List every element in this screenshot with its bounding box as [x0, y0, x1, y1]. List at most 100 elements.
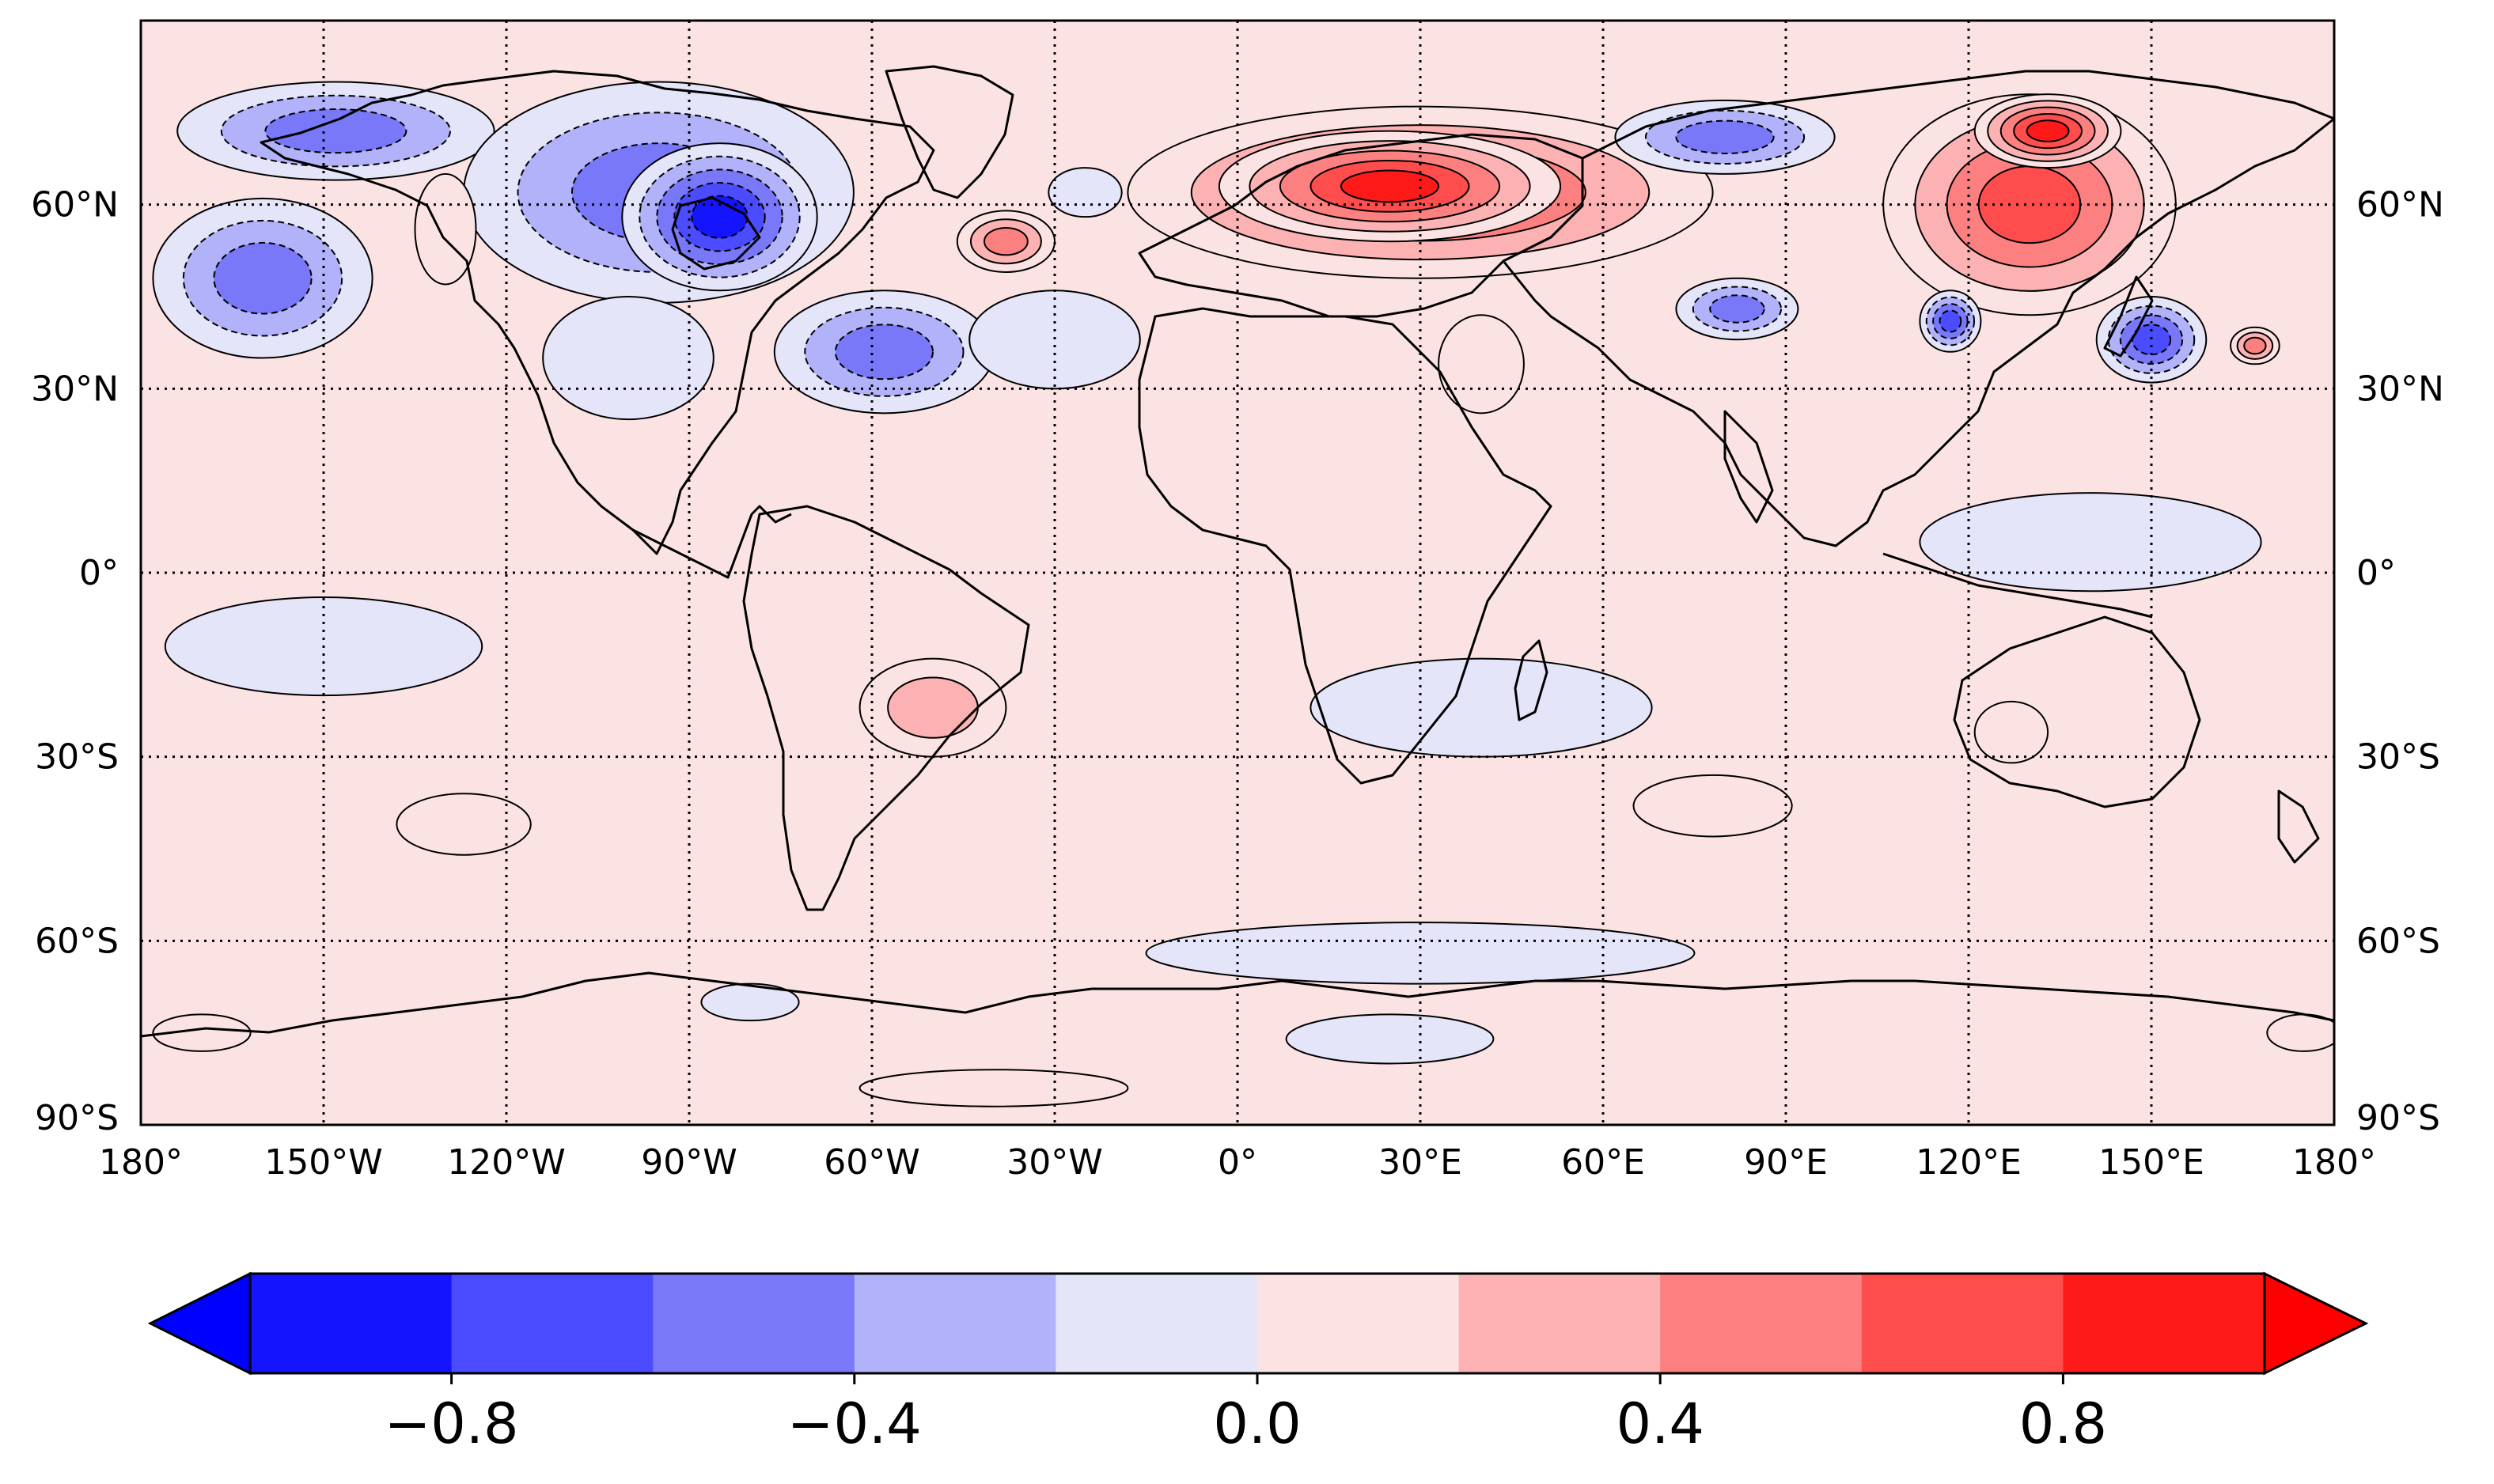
- colorbar-swatch: [250, 1274, 453, 1373]
- anomaly-region-middle-east-warm: [1438, 314, 1525, 415]
- anomaly-region-antarctic-coast-warm: [858, 1069, 1129, 1107]
- contour-level: [2026, 119, 2070, 142]
- lat-tick-label: 0°: [79, 553, 119, 593]
- latitude-tick-labels-right: 60°N 30°N 0° 30°S 60°S 90°S: [2356, 185, 2444, 1138]
- lat-tick-label: 60°N: [2356, 185, 2444, 225]
- colorbar-over-extension: [2263, 1271, 2369, 1376]
- colorbar-swatch: [1257, 1274, 1460, 1373]
- anomaly-region-mid-atlantic-cold-band: [968, 290, 1141, 390]
- anomaly-region-us-cold-anomaly: [542, 296, 714, 421]
- contour-level: [1340, 169, 1440, 203]
- contour-level: [1438, 314, 1525, 415]
- lon-tick-label: 30°E: [1378, 1142, 1462, 1183]
- colorbar-tick-label: −0.8: [385, 1391, 519, 1456]
- contour-level: [1675, 119, 1775, 155]
- coastline-south-america: [742, 505, 1030, 911]
- lon-tick-label: 180°: [99, 1142, 183, 1183]
- map-frame: [139, 19, 2336, 1126]
- colorbar-ticks: −0.8 −0.4 0.0 0.4 0.8: [385, 1373, 2107, 1456]
- lat-tick-label: 30°N: [31, 369, 119, 409]
- anomaly-region-indian-ocean-cool: [1310, 657, 1653, 758]
- coastlines: [141, 65, 2334, 1038]
- colorbar-tick-label: −0.4: [787, 1391, 922, 1456]
- anomaly-region-south-america-warm: [858, 657, 1007, 758]
- lon-tick-label: 60°E: [1561, 1142, 1645, 1183]
- anomaly-region-antarctic-cold-spot: [1285, 1013, 1495, 1065]
- colorbar-tick-label: 0.8: [2019, 1391, 2107, 1456]
- contour-level: [984, 226, 1029, 256]
- coastline-africa: [1138, 307, 1552, 785]
- anomaly-region-siberia-cold-anomaly: [1614, 99, 1836, 175]
- contour-level: [1632, 774, 1793, 838]
- contour-level: [152, 1013, 252, 1052]
- contour-level: [1285, 1013, 1495, 1065]
- anomaly-region-ross-sea-cold-spot: [700, 982, 800, 1022]
- map-panel: [141, 21, 2334, 1125]
- coastline-antarctica: [141, 971, 2334, 1038]
- anomaly-region-north-atlantic-cold-anomaly: [773, 290, 995, 415]
- coastline-north-america: [260, 70, 935, 555]
- lat-tick-label: 90°S: [35, 1098, 119, 1138]
- anomaly-region-greenland-sea-warm: [956, 210, 1056, 273]
- coastline-japan: [2103, 275, 2154, 358]
- anomaly-region-russia-warm-core: [1218, 130, 1562, 243]
- lat-tick-label: 90°S: [2356, 1098, 2440, 1138]
- coastline-madagascar: [1514, 639, 1548, 721]
- lat-tick-label: 30°S: [2356, 737, 2440, 778]
- longitude-tick-labels: 180° 150°W 120°W 90°W 60°W 30°W 0° 30°E 60°E 90°E…: [99, 1142, 2376, 1183]
- contour-level: [700, 982, 800, 1022]
- contour-level: [1919, 492, 2262, 592]
- anomaly-region-hudson-cold-core: [621, 142, 818, 292]
- anomaly-region-north-pacific-cold-pool: [152, 197, 373, 359]
- contour-level: [213, 241, 313, 315]
- coastline-new-zealand: [2277, 789, 2320, 864]
- gridlines: [141, 21, 2334, 1125]
- colorbar-swatch: [854, 1274, 1056, 1373]
- anomaly-region-china-cold-spot: [1919, 290, 1982, 353]
- lon-tick-label: 150°E: [2098, 1142, 2204, 1183]
- lon-tick-label: 180°: [2292, 1142, 2376, 1183]
- contour-level: [2243, 336, 2267, 355]
- lat-tick-label: 30°N: [2356, 369, 2444, 409]
- lon-tick-label: 120°W: [447, 1142, 566, 1183]
- contour-level: [1048, 167, 1123, 218]
- colorbar-swatch: [451, 1274, 654, 1373]
- contour-level: [1939, 309, 1962, 333]
- anomaly-region-bering-alaska-cold-core: [176, 81, 495, 181]
- anomaly-field: [152, 81, 2334, 1107]
- latitude-tick-labels-left: 60°N 30°N 0° 30°S 60°S 90°S: [31, 185, 119, 1138]
- coastline-central-america: [632, 505, 792, 579]
- contour-level: [1973, 700, 2049, 764]
- colorbar-tick-label: 0.4: [1617, 1391, 1704, 1456]
- colorbar-swatch: [653, 1274, 855, 1373]
- contour-level: [264, 108, 407, 154]
- colorbar-swatch: [2063, 1274, 2265, 1373]
- anomaly-region-central-asia-cold: [1675, 277, 1799, 341]
- contour-level: [887, 676, 979, 739]
- contour-level: [542, 296, 714, 421]
- lat-tick-label: 60°N: [31, 185, 119, 225]
- coastline-indonesia: [1882, 552, 2153, 619]
- lat-tick-label: 30°S: [35, 737, 119, 778]
- colorbar-swatch: [1056, 1274, 1258, 1373]
- anomaly-region-iceland-cold-spot: [1048, 167, 1123, 218]
- lat-tick-label: 60°S: [2356, 921, 2440, 961]
- anomaly-region-japan-cold-spot: [2095, 296, 2208, 384]
- colorbar: −0.8 −0.4 0.0 0.4 0.8: [147, 1271, 2369, 1456]
- contour-level: [858, 1069, 1129, 1107]
- anomaly-region-indian-ocean-warm: [1632, 774, 1793, 838]
- coastline-australia: [1953, 615, 2201, 808]
- colorbar-swatch: [1660, 1274, 1863, 1373]
- contour-level: [691, 195, 749, 239]
- lon-tick-label: 120°E: [1916, 1142, 2022, 1183]
- coastline-india: [1723, 410, 1774, 524]
- coastline-hudson-bay: [671, 196, 761, 271]
- colorbar-swatch: [1861, 1274, 2064, 1373]
- colorbar-swatch: [1458, 1274, 1661, 1373]
- colorbar-under-extension: [147, 1271, 252, 1376]
- lon-tick-label: 150°W: [264, 1142, 383, 1183]
- contour-level: [396, 793, 532, 856]
- anomaly-region-australia-warm: [1973, 700, 2049, 764]
